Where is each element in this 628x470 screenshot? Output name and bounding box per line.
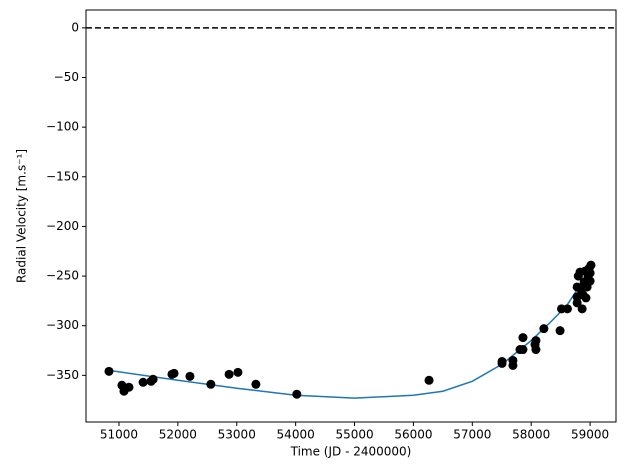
data-point	[206, 379, 216, 389]
data-point	[138, 377, 148, 387]
data-point	[292, 389, 302, 399]
y-tick-label: −250	[46, 269, 79, 283]
data-point	[518, 345, 528, 355]
x-tick-label: 57000	[453, 428, 491, 442]
data-point	[224, 369, 234, 379]
y-tick-label: −300	[46, 318, 79, 332]
data-point	[124, 382, 134, 392]
data-point	[577, 304, 587, 314]
data-point	[572, 298, 582, 308]
data-point	[148, 374, 158, 384]
y-tick-label: −150	[46, 169, 79, 183]
data-point	[169, 368, 179, 378]
data-point	[539, 324, 549, 334]
data-point	[531, 345, 541, 355]
data-point	[185, 371, 195, 381]
data-point	[531, 336, 541, 346]
x-tick-label: 51000	[100, 428, 138, 442]
x-tick-label: 56000	[394, 428, 432, 442]
data-point	[585, 268, 595, 278]
data-point	[508, 355, 518, 365]
x-tick-label: 55000	[335, 428, 373, 442]
data-point	[555, 326, 565, 336]
data-point	[104, 366, 114, 376]
y-tick-label: 0	[71, 20, 79, 34]
data-point	[233, 367, 243, 377]
y-tick-label: −200	[46, 219, 79, 233]
x-tick-label: 53000	[218, 428, 256, 442]
plot-frame	[85, 9, 617, 423]
data-point	[586, 260, 596, 270]
x-axis-label: Time (JD - 2400000)	[290, 445, 412, 459]
x-tick-label: 52000	[159, 428, 197, 442]
data-point	[585, 276, 595, 286]
data-point	[518, 333, 528, 343]
x-tick-label: 58000	[512, 428, 550, 442]
data-point	[497, 358, 507, 368]
y-axis-label: Radial Velocity [m.s⁻¹]	[15, 149, 29, 283]
y-tick-label: −50	[54, 70, 79, 84]
data-point	[562, 304, 572, 314]
data-point	[424, 375, 434, 385]
x-tick-label: 54000	[277, 428, 315, 442]
x-tick-label: 59000	[571, 428, 609, 442]
fit-line	[108, 267, 591, 399]
y-tick-label: −100	[46, 120, 79, 134]
data-point	[251, 379, 261, 389]
data-point	[581, 293, 591, 303]
y-tick-label: −350	[46, 368, 79, 382]
